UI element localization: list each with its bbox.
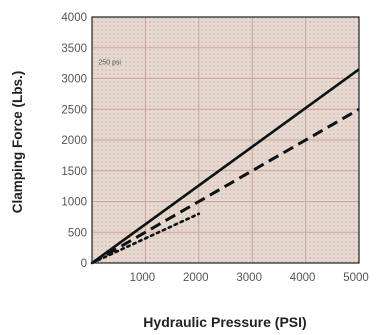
y-axis-title: Clamping Force (Lbs.) [10, 71, 25, 214]
y-tick-label: 3000 [61, 74, 87, 86]
series-group [90, 68, 360, 265]
x-tick-label: 2000 [183, 272, 209, 284]
y-axis-ticks: 0 500 1000 1500 2000 2500 3000 3500 4000 [61, 12, 87, 270]
series-line-dashed [91, 108, 360, 265]
x-tick-label: 1000 [130, 272, 156, 284]
y-tick-label: 1500 [61, 166, 87, 178]
y-tick-label: 0 [81, 258, 87, 270]
y-tick-label: 1000 [61, 197, 87, 209]
x-tick-label: 4000 [290, 272, 316, 284]
x-axis-ticks: 1000 2000 3000 4000 5000 [130, 272, 369, 284]
y-tick-label: 500 [68, 227, 87, 239]
y-tick-label: 2000 [61, 135, 87, 147]
pressure-annotation: 250 psi [98, 59, 121, 66]
x-tick-label: 5000 [343, 272, 369, 284]
y-tick-label: 2500 [61, 104, 87, 116]
series-line-solid [91, 68, 360, 265]
y-tick-label: 3500 [61, 43, 87, 55]
series-line-dotted [90, 212, 201, 265]
y-tick-label: 4000 [61, 12, 87, 24]
x-axis-title: Hydraulic Pressure (PSI) [143, 314, 306, 330]
plot-frame [91, 16, 360, 264]
plot-border [91, 16, 360, 264]
x-tick-label: 3000 [236, 272, 262, 284]
